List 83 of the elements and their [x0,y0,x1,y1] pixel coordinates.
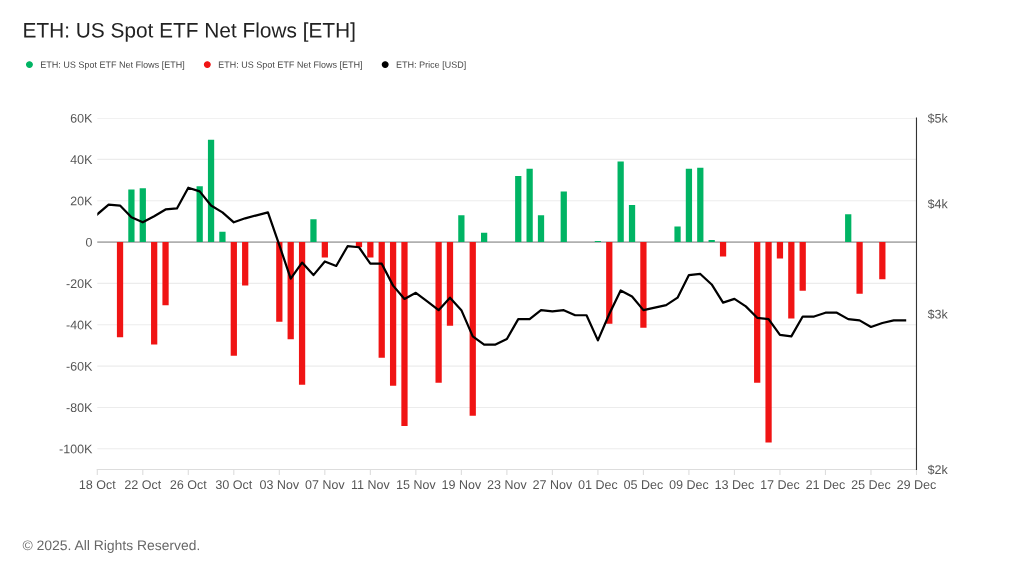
x-tick-label: 21 Dec [806,480,845,490]
x-tick-label: 23 Nov [487,480,527,490]
bar [640,242,647,328]
x-tick-label: 17 Dec [761,480,800,490]
legend-label: ETH: Price [USD] [396,61,466,70]
y-tick-label: 40K [70,155,93,165]
bar [162,242,169,306]
bar [515,175,522,243]
bar [276,242,283,322]
bar [697,167,704,243]
y2-tick-label: $2k [927,464,948,475]
x-tick-label: 27 Nov [533,480,573,490]
bar [196,186,203,243]
bar [765,242,772,443]
x-tick-label: 22 Oct [125,480,162,490]
bar [446,242,454,326]
y-tick-label: -100K [59,444,93,454]
bar [799,242,806,291]
bar [719,242,727,257]
x-tick-label: 18 Oct [79,480,116,490]
x-tick-label: 05 Dec [624,480,663,490]
y2-tick-label: $3k [927,309,948,320]
y-tick-label: -80K [66,403,93,413]
bar [754,242,761,383]
bar [879,242,886,280]
y2-tick-label: $5k [927,113,948,124]
bar [321,242,328,258]
x-tick-label: 25 Dec [851,480,891,490]
x-tick-label: 09 Dec [669,480,709,490]
bar [845,214,852,243]
bar [606,242,613,324]
bar [537,215,545,243]
y-tick-label: -40K [66,320,93,330]
bar [776,242,784,259]
bar [242,242,249,286]
bar [401,242,408,427]
legend-label: ETH: US Spot ETF Net Flows [ETH] [41,61,185,70]
y-tick-label: 20K [70,196,93,206]
bar [435,242,442,383]
x-tick-label: 03 Nov [260,480,300,490]
bar [526,168,533,243]
y-tick-label: 0 [85,237,92,247]
bar [116,242,124,338]
bar [458,215,465,243]
bar [287,242,294,340]
bar [207,139,215,243]
legend-label: ETH: US Spot ETF Net Flows [ETH] [218,61,362,70]
x-tick-label: 13 Dec [715,480,754,490]
text: © 2025. All Rights Reserved. [22,540,200,553]
bar [481,232,488,243]
y-tick-label: -20K [66,279,93,289]
chart-title: ETH: US Spot ETF Net Flows [ETH] [24,22,355,42]
x-tick-label: 30 Oct [215,480,253,490]
y-tick-label: 60K [70,113,93,123]
bar [788,242,795,319]
line-series [97,186,907,346]
bar [674,226,681,243]
bar [139,188,146,243]
x-tick-label: 29 Dec [897,480,936,490]
x-tick-label: 01 Dec [578,480,618,490]
bar [628,204,636,243]
x-tick-label: 11 Nov [351,480,390,490]
bar [219,231,226,243]
y-tick-label: -60K [66,361,93,371]
bar [856,242,863,294]
x-tick-label: 07 Nov [305,480,345,490]
bar [469,242,476,416]
bar [151,242,158,345]
bar [685,168,693,243]
bar [298,242,306,385]
x-tick-label: 15 Nov [397,480,436,490]
bar [617,161,624,243]
bar [128,189,135,243]
bar [560,191,567,243]
bar [378,242,385,358]
bar [310,219,317,243]
bar [708,240,715,243]
bar [389,242,397,386]
x-tick-label: 26 Oct [170,480,207,490]
bar [230,242,237,356]
x-tick-label: 19 Nov [442,480,482,490]
bar [367,242,374,258]
y2-tick-label: $4k [927,198,948,210]
